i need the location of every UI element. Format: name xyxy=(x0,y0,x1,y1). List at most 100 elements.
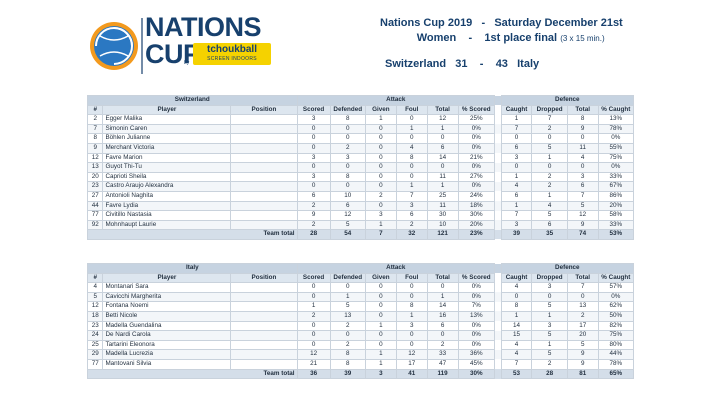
cell-given: 1 xyxy=(364,114,397,125)
cell-dropped: 2 xyxy=(531,171,568,183)
cell-given: 0 xyxy=(364,181,397,192)
player-position xyxy=(230,320,298,332)
col-dropped: Dropped xyxy=(531,272,568,284)
cell-scored: 0 xyxy=(296,339,331,351)
separator xyxy=(494,172,502,182)
cell-given: 1 xyxy=(364,349,397,360)
cell-pct_caught: 78% xyxy=(597,358,635,370)
separator xyxy=(494,229,502,240)
total-pct_scored: 23% xyxy=(457,229,495,240)
cell-total2: 0 xyxy=(566,291,599,303)
cell-scored: 1 xyxy=(296,301,331,312)
player-number: 7 xyxy=(86,123,104,135)
cell-given: 0 xyxy=(364,330,397,341)
cell-given: 0 xyxy=(364,152,397,164)
player-name: Antonioli Naghita xyxy=(102,190,232,202)
cell-pct_scored: 0% xyxy=(457,162,495,173)
stats-table-0: Switzerland Attack Defence # Player Position S… xyxy=(86,95,635,240)
team2-name: Italy xyxy=(517,58,540,70)
cell-dropped: 2 xyxy=(531,181,568,192)
player-position xyxy=(230,133,298,144)
separator xyxy=(494,369,502,379)
cell-caught: 1 xyxy=(500,310,533,322)
player-row: 77 Mantovani Silvia 21 8 1 17 47 45% 7 2 9 78% xyxy=(86,358,635,370)
player-row: 44 Favre Lydia 2 6 0 3 11 18% 1 4 5 20% xyxy=(86,200,635,212)
separator xyxy=(494,114,502,125)
cell-pct_scored: 0% xyxy=(457,123,495,135)
cell-scored: 3 xyxy=(296,152,331,164)
cell-pct_scored: 0% xyxy=(457,330,496,341)
event-name: Nations Cup 2019 xyxy=(380,17,473,29)
score-dash: - xyxy=(479,58,484,70)
format: (3 x 15 min.) xyxy=(560,34,605,43)
cell-defended: 13 xyxy=(329,310,366,322)
total-defended: 54 xyxy=(329,229,366,240)
total-total: 121 xyxy=(426,229,459,240)
col-caught: Caught xyxy=(500,272,533,284)
player-number: 9 xyxy=(86,142,104,154)
cell-caught: 0 xyxy=(500,291,533,303)
cell-given: 3 xyxy=(364,210,397,221)
cell-dropped: 1 xyxy=(531,339,568,351)
total-pct_caught: 53% xyxy=(597,229,635,240)
col-defended: Defended xyxy=(329,272,366,284)
cell-pct_scored: 0% xyxy=(457,291,496,303)
cell-defended: 8 xyxy=(329,114,366,125)
team-total-row: Team total 28 54 7 32 121 23% 39 35 74 53% xyxy=(87,229,635,240)
player-number: 44 xyxy=(86,200,104,212)
separator xyxy=(494,124,502,134)
player-name: Caprioti Sheila xyxy=(102,171,232,183)
player-number: 92 xyxy=(86,219,104,231)
cell-total2: 9 xyxy=(566,358,599,370)
cell-total: 6 xyxy=(426,320,459,332)
player-row: 25 Tartarini Eleonora 0 2 0 0 2 0% 4 1 5 80% xyxy=(86,339,635,351)
cell-scored: 0 xyxy=(296,133,331,144)
cell-total: 10 xyxy=(426,219,459,231)
cell-pct_caught: 75% xyxy=(597,152,635,164)
player-position xyxy=(230,219,298,231)
col-caught: Caught xyxy=(500,104,533,116)
player-row: 8 Böhlen Julianne 0 0 0 0 0 0% 0 0 0 0% xyxy=(86,133,635,144)
cell-foul: 0 xyxy=(395,330,428,341)
cell-foul: 2 xyxy=(395,219,428,231)
cell-foul: 8 xyxy=(395,152,428,164)
cell-pct_caught: 55% xyxy=(597,142,635,154)
cell-total2: 9 xyxy=(566,123,599,135)
separator xyxy=(494,201,502,211)
cell-defended: 8 xyxy=(329,171,366,183)
cell-total2: 3 xyxy=(566,171,599,183)
total-pct_scored: 30% xyxy=(457,368,496,380)
cell-foul: 17 xyxy=(395,358,428,370)
cell-caught: 4 xyxy=(500,339,533,351)
cell-dropped: 0 xyxy=(531,162,568,173)
cell-foul: 0 xyxy=(395,291,428,303)
cell-dropped: 2 xyxy=(531,123,568,135)
cell-caught: 3 xyxy=(500,152,533,164)
separator xyxy=(494,263,502,274)
cell-total2: 11 xyxy=(566,142,599,154)
cell-defended: 12 xyxy=(329,210,366,221)
cell-total: 30 xyxy=(426,210,459,221)
team1-score: 31 xyxy=(455,58,468,70)
cell-given: 0 xyxy=(364,200,397,212)
separator xyxy=(494,220,502,230)
total-defended: 39 xyxy=(329,368,366,380)
cell-total2: 8 xyxy=(566,114,599,125)
separator xyxy=(494,273,502,283)
cell-defended: 5 xyxy=(329,301,366,312)
cell-dropped: 5 xyxy=(531,301,568,312)
player-row: 13 Guyot Thi-Tu 0 0 0 0 0 0% 0 0 0 0% xyxy=(86,162,635,173)
cell-caught: 6 xyxy=(500,142,533,154)
tchoukball-tag: tchoukball SCREEN INDOORS xyxy=(193,43,271,65)
cell-total: 12 xyxy=(426,114,459,125)
player-name: Cavicchi Margherita xyxy=(102,291,232,303)
cell-total: 0 xyxy=(426,162,459,173)
cell-caught: 0 xyxy=(500,162,533,173)
col-pct_caught: % Caught xyxy=(597,272,635,284)
player-row: 77 Civitillo Nastasia 9 12 3 6 30 30% 7 5 12 58% xyxy=(86,210,635,221)
player-name: Böhlen Julianne xyxy=(102,133,232,144)
player-number: 29 xyxy=(86,349,104,360)
player-number: 12 xyxy=(86,152,104,164)
cell-foul: 0 xyxy=(395,339,428,351)
player-row: 5 Cavicchi Margherita 0 1 0 0 1 0% 0 0 0 0% xyxy=(86,291,635,303)
